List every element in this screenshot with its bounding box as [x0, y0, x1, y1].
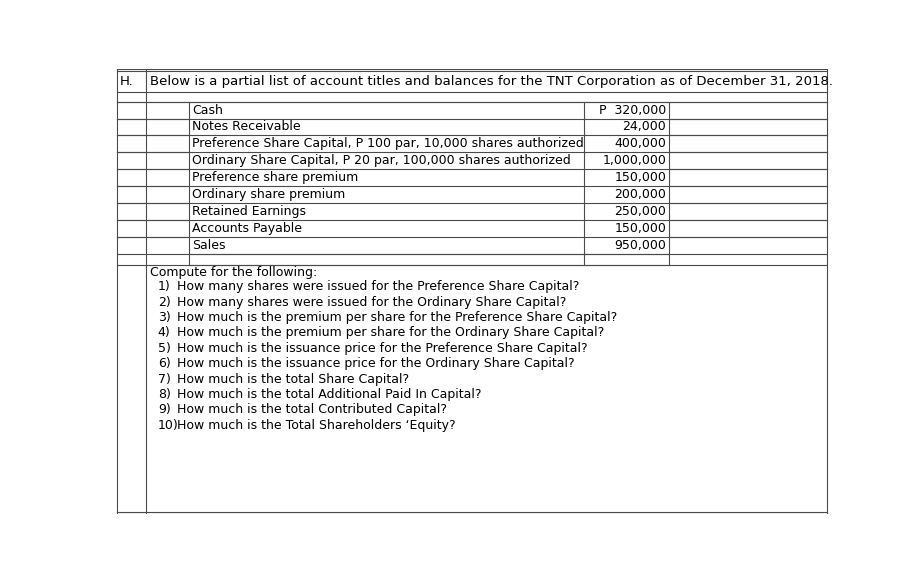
Text: 950,000: 950,000 [614, 239, 666, 252]
Text: 8): 8) [157, 388, 170, 401]
Text: How much is the premium per share for the Preference Share Capital?: How much is the premium per share for th… [177, 311, 617, 324]
Text: 5): 5) [157, 342, 170, 355]
Text: 7): 7) [157, 373, 170, 385]
Text: Notes Receivable: Notes Receivable [192, 121, 300, 133]
Text: P  320,000: P 320,000 [599, 103, 666, 117]
Text: 150,000: 150,000 [614, 222, 666, 235]
Text: Compute for the following:: Compute for the following: [150, 267, 317, 279]
Text: How much is the issuance price for the Preference Share Capital?: How much is the issuance price for the P… [177, 342, 588, 355]
Text: Ordinary Share Capital, P 20 par, 100,000 shares authorized: Ordinary Share Capital, P 20 par, 100,00… [192, 155, 571, 167]
Text: Ordinary share premium: Ordinary share premium [192, 188, 345, 201]
Text: 150,000: 150,000 [614, 171, 666, 184]
Text: Sales: Sales [192, 239, 226, 252]
Text: 10): 10) [157, 419, 179, 432]
Text: How much is the total Contributed Capital?: How much is the total Contributed Capita… [177, 403, 447, 417]
Text: 1): 1) [157, 280, 170, 293]
Text: How many shares were issued for the Preference Share Capital?: How many shares were issued for the Pref… [177, 280, 579, 293]
Text: 2): 2) [157, 295, 170, 309]
Text: 3): 3) [157, 311, 170, 324]
Text: How much is the total Share Capital?: How much is the total Share Capital? [177, 373, 409, 385]
Text: H.: H. [120, 75, 134, 88]
Text: 1,000,000: 1,000,000 [602, 155, 666, 167]
Text: Retained Earnings: Retained Earnings [192, 205, 306, 218]
Text: How much is the issuance price for the Ordinary Share Capital?: How much is the issuance price for the O… [177, 357, 575, 370]
Text: Below is a partial list of account titles and balances for the TNT Corporation a: Below is a partial list of account title… [150, 75, 833, 88]
Text: How much is the total Additional Paid In Capital?: How much is the total Additional Paid In… [177, 388, 482, 401]
Text: 6): 6) [157, 357, 170, 370]
Text: How much is the Total Shareholders ‘Equity?: How much is the Total Shareholders ‘Equi… [177, 419, 456, 432]
Text: Preference share premium: Preference share premium [192, 171, 358, 184]
Text: 200,000: 200,000 [614, 188, 666, 201]
Text: How many shares were issued for the Ordinary Share Capital?: How many shares were issued for the Ordi… [177, 295, 566, 309]
Text: Preference Share Capital, P 100 par, 10,000 shares authorized: Preference Share Capital, P 100 par, 10,… [192, 137, 584, 151]
Text: 24,000: 24,000 [623, 121, 666, 133]
Text: 9): 9) [157, 403, 170, 417]
Text: How much is the premium per share for the Ordinary Share Capital?: How much is the premium per share for th… [177, 327, 604, 339]
Text: Accounts Payable: Accounts Payable [192, 222, 302, 235]
Text: 4): 4) [157, 327, 170, 339]
Text: 400,000: 400,000 [614, 137, 666, 151]
Text: 250,000: 250,000 [614, 205, 666, 218]
Text: Cash: Cash [192, 103, 223, 117]
